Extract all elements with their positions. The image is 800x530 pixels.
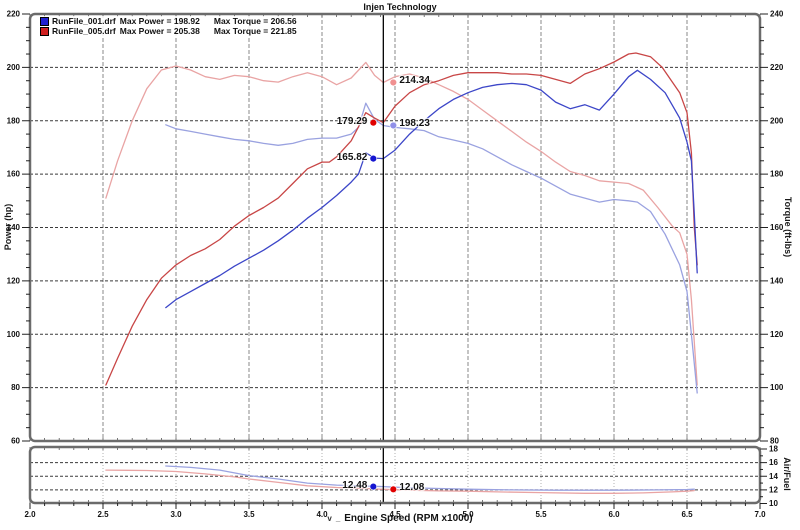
- svg-text:180: 180: [7, 116, 21, 125]
- svg-text:120: 120: [770, 330, 784, 339]
- airfuel-axis-title: Air/Fuel: [782, 457, 792, 491]
- svg-text:7.0: 7.0: [754, 510, 766, 519]
- svg-text:180: 180: [770, 170, 784, 179]
- svg-text:80: 80: [770, 437, 779, 446]
- underscore-mark: _: [335, 514, 341, 523]
- legend-file-2: RunFile_005.drf: [52, 26, 116, 36]
- x-axis-title-row: v _ Engine Speed (RPM x1000): [0, 513, 800, 524]
- svg-text:60: 60: [11, 437, 20, 446]
- cursor-reading-af-red: 12.08: [399, 482, 425, 494]
- svg-text:240: 240: [770, 10, 784, 19]
- cursor-value-dots: [369, 78, 398, 494]
- page-title: Injen Technology: [363, 2, 437, 12]
- legend-torque-2: Max Torque = 221.85: [213, 26, 297, 36]
- legend-power-2: Max Power = 205.38: [119, 26, 200, 36]
- axis-tick-labels: 60 80 100 120 140 160 180 200 220 80 100 120 140 160 1…: [7, 10, 784, 520]
- legend-swatch-blue: [40, 16, 49, 26]
- svg-text:140: 140: [770, 276, 784, 285]
- svg-text:140: 140: [7, 223, 21, 232]
- power-axis-title: Power (hp): [3, 203, 13, 251]
- svg-text:100: 100: [770, 383, 784, 392]
- svg-text:3.5: 3.5: [243, 510, 255, 519]
- svg-text:80: 80: [11, 383, 20, 392]
- cursor-reading-af-blue: 12.48: [342, 479, 368, 491]
- svg-text:120: 120: [7, 276, 21, 285]
- cursor-reading-power-red: 179.29: [336, 115, 368, 127]
- cursor-reading-torque-blue: 198.23: [399, 118, 430, 130]
- svg-text:200: 200: [770, 116, 784, 125]
- svg-text:160: 160: [770, 223, 784, 232]
- power-torque-curves: [105, 52, 698, 394]
- svg-text:2.5: 2.5: [97, 510, 109, 519]
- legend-run-2: RunFile_005.drf Max Power = 205.38 Max T…: [38, 26, 299, 36]
- legend-torque-1: Max Torque = 206.56: [213, 16, 297, 26]
- cursor-reading-torque-red: 214.34: [399, 75, 430, 87]
- x-axis-title: Engine Speed (RPM x1000): [344, 513, 473, 524]
- svg-text:160: 160: [7, 170, 21, 179]
- torque-axis-title: Torque (ft-lbs): [783, 196, 793, 258]
- cursor-reading-power-blue: 165.82: [336, 151, 368, 163]
- svg-text:220: 220: [770, 63, 784, 72]
- svg-text:5.5: 5.5: [535, 510, 547, 519]
- legend-power-1: Max Power = 198.92: [119, 16, 200, 26]
- svg-text:18: 18: [769, 445, 778, 454]
- svg-text:2.0: 2.0: [24, 510, 36, 519]
- svg-text:100: 100: [7, 330, 21, 339]
- svg-text:16: 16: [769, 458, 778, 467]
- legend-run-1: RunFile_001.drf Max Power = 198.92 Max T…: [38, 16, 299, 26]
- svg-text:220: 220: [7, 10, 21, 19]
- svg-text:6.5: 6.5: [681, 510, 693, 519]
- legend-file-1: RunFile_001.drf: [52, 16, 116, 26]
- svg-text:12: 12: [769, 485, 778, 494]
- svg-text:3.0: 3.0: [170, 510, 182, 519]
- legend: RunFile_001.drf Max Power = 198.92 Max T…: [38, 16, 299, 36]
- svg-text:4.0: 4.0: [316, 510, 328, 519]
- collapse-mark[interactable]: v: [327, 514, 332, 523]
- svg-text:14: 14: [769, 472, 778, 481]
- svg-text:4.5: 4.5: [389, 510, 401, 519]
- axis-ticks: [22, 13, 768, 509]
- svg-text:6.0: 6.0: [608, 510, 620, 519]
- legend-swatch-red: [40, 26, 49, 36]
- svg-text:10: 10: [769, 499, 778, 508]
- main-plot-gridlines: [29, 14, 761, 441]
- af-plot-gridlines: [29, 447, 761, 503]
- svg-text:200: 200: [7, 63, 21, 72]
- svg-text:5.0: 5.0: [462, 510, 474, 519]
